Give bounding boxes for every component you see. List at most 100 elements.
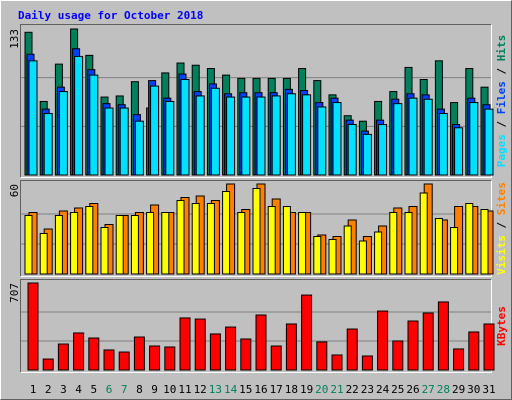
bar (73, 332, 85, 371)
bar (347, 124, 357, 176)
y-tick-label: 707 (8, 283, 21, 303)
bar (469, 102, 479, 176)
bar (118, 351, 130, 371)
legend-entry: Pages (495, 134, 508, 167)
bar (392, 340, 404, 371)
bar (393, 103, 403, 176)
legend-entry: Files (495, 81, 508, 114)
bar (57, 343, 69, 371)
bar (267, 206, 276, 275)
bar (407, 320, 419, 371)
bar (104, 107, 114, 176)
x-tick-label: 17 (270, 383, 283, 396)
panel-bevel (20, 279, 492, 373)
x-tick-label: 10 (163, 383, 176, 396)
bar (328, 239, 337, 275)
x-tick-label: 25 (391, 383, 404, 396)
x-tick-label: 13 (209, 383, 222, 396)
bar (437, 301, 449, 371)
x-tick-label: 28 (437, 383, 450, 396)
x-tick-label: 9 (151, 383, 158, 396)
bar (434, 218, 443, 275)
bar (286, 93, 296, 176)
x-tick-label: 2 (45, 383, 52, 396)
x-tick-label: 12 (194, 383, 207, 396)
bar (408, 97, 418, 176)
x-tick-label: 6 (106, 383, 113, 396)
bar (240, 338, 252, 371)
bar (195, 95, 205, 176)
bar (210, 87, 220, 176)
x-tick-label: 19 (300, 383, 313, 396)
x-tick-label: 1 (30, 383, 37, 396)
x-tick-label: 29 (452, 383, 465, 396)
legend: Visits / Sites (495, 182, 508, 275)
bar (346, 328, 358, 371)
bar (316, 341, 328, 371)
bar (256, 96, 266, 176)
bar (484, 108, 494, 176)
y-tick-label: 133 (8, 29, 21, 49)
panel-bevel (20, 24, 492, 178)
legend: KBytes (495, 306, 508, 346)
x-tick-label: 16 (254, 383, 267, 396)
bar (343, 225, 352, 275)
bar (358, 240, 367, 275)
legend-entry: KBytes (495, 306, 508, 346)
x-tick-label: 4 (75, 383, 82, 396)
panel-bevel (20, 180, 492, 277)
bar (282, 206, 291, 275)
bar (468, 331, 480, 371)
bar (332, 102, 342, 176)
x-tick-label: 31 (482, 383, 495, 396)
bar (27, 282, 39, 371)
x-tick-label: 23 (361, 383, 374, 396)
x-tick-label: 8 (136, 383, 143, 396)
bar (164, 346, 176, 371)
legend-entry: Hits (495, 35, 508, 62)
bar (54, 215, 63, 275)
x-tick-label: 15 (239, 383, 252, 396)
bar (70, 212, 79, 275)
bar (450, 227, 459, 275)
bar (270, 345, 282, 371)
bar (271, 95, 281, 176)
x-tick-label: 7 (121, 383, 128, 396)
bar (100, 227, 109, 275)
bar (362, 133, 372, 176)
x-tick-label: 26 (406, 383, 419, 396)
x-tick-label: 14 (224, 383, 238, 396)
bar (331, 354, 343, 371)
bar (361, 355, 373, 371)
bar (378, 124, 388, 176)
panel-bevel (20, 279, 492, 373)
bar (298, 212, 307, 275)
x-tick-label: 11 (178, 383, 191, 396)
bar (206, 203, 215, 275)
x-tick-label: 27 (422, 383, 435, 396)
bar (43, 113, 53, 176)
bar (115, 215, 124, 275)
bar (176, 200, 185, 275)
bar (88, 337, 100, 371)
bar (483, 323, 495, 371)
bar (374, 231, 383, 275)
bar (255, 314, 267, 371)
bar (24, 215, 33, 275)
bar (453, 348, 465, 371)
x-tick-label: 20 (315, 383, 328, 396)
legend-entry: Sites (495, 182, 508, 215)
bar (422, 312, 434, 371)
bar (165, 100, 175, 176)
bar (222, 191, 231, 275)
bar (285, 323, 297, 371)
bar (241, 96, 251, 176)
bar (119, 107, 129, 176)
bar (194, 318, 206, 371)
bar (209, 333, 221, 371)
bar (180, 78, 190, 176)
bar (74, 55, 84, 176)
bar (313, 236, 322, 275)
bar (317, 106, 327, 176)
